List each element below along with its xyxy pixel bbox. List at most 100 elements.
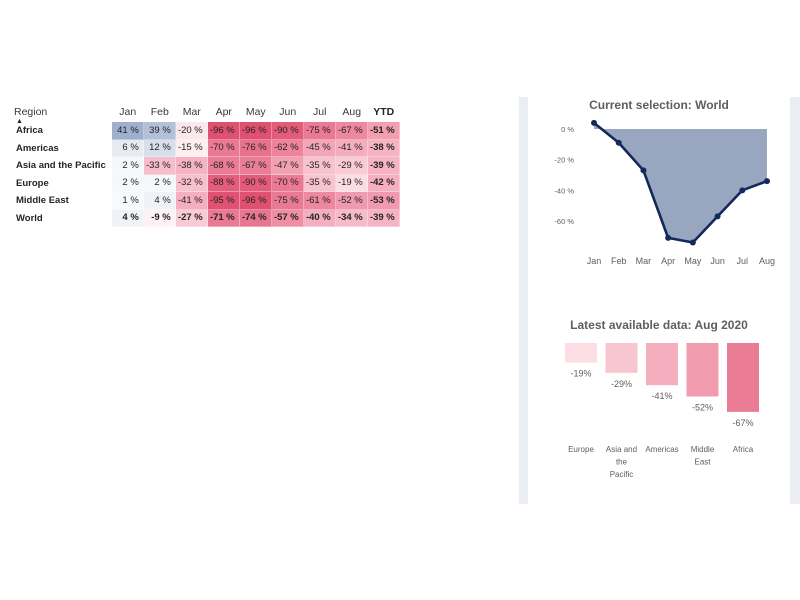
x-tick-label: Aug: [759, 256, 775, 266]
value-cell: -62 %: [271, 139, 304, 157]
bar-chart-title: Latest available data: Aug 2020: [570, 318, 748, 332]
ytd-cell: -53 %: [367, 192, 400, 210]
month-column-header[interactable]: Apr: [215, 106, 232, 118]
value-cell: -70 %: [207, 139, 240, 157]
data-point: [689, 239, 696, 246]
bar: [727, 343, 759, 412]
value-cell: -15 %: [175, 139, 208, 157]
value-cell: 4 %: [111, 209, 144, 227]
value-cell: 4 %: [143, 192, 176, 210]
table-row[interactable]: Americas 6 % 12 % -15 % -70 % -76 % -62 % -45 %…: [14, 139, 400, 157]
month-column-header[interactable]: Jul: [313, 106, 327, 118]
value-cell: -67 %: [335, 122, 368, 140]
value-cell: -95 %: [207, 192, 240, 210]
bar-chart: -19% Europe -29% Asia and the Pacific -41% Amer…: [565, 343, 759, 479]
value-cell: -35 %: [303, 157, 336, 175]
value-cell: -19 %: [335, 174, 368, 192]
value-cell: -38 %: [175, 157, 208, 175]
ytd-cell: -42 %: [367, 174, 400, 192]
value-cell: -29 %: [335, 157, 368, 175]
value-cell: 1 %: [111, 192, 144, 210]
bar: [646, 343, 678, 386]
value-cell: 39 %: [143, 122, 176, 140]
value-cell: 2 %: [143, 174, 176, 192]
value-cell: 41 %: [111, 122, 144, 140]
value-cell: 12 %: [143, 139, 176, 157]
ytd-column-header[interactable]: YTD: [373, 106, 395, 118]
line-chart-title: Current selection: World: [589, 98, 729, 112]
month-column-header[interactable]: Aug: [342, 106, 362, 118]
region-name: Americas: [16, 142, 59, 154]
x-category-label: the: [616, 458, 628, 467]
x-tick-label: Feb: [611, 256, 627, 266]
value-cell: -90 %: [239, 174, 272, 192]
data-point: [764, 178, 770, 185]
region-name: Middle East: [16, 195, 69, 207]
table-row[interactable]: Asia and the Pacific 2 % -33 % -38 % -68 % -6…: [14, 157, 400, 175]
sort-ascending-icon: ▲: [16, 118, 23, 125]
data-label: -29%: [611, 379, 632, 389]
table-body: Africa 41 % 39 % -20 % -96 % -96 % -90 % -75 % -…: [14, 122, 400, 227]
value-cell: -90 %: [271, 122, 304, 140]
data-point: [714, 213, 721, 220]
region-header-label: Region: [14, 106, 48, 118]
value-cell: -67 %: [239, 157, 272, 175]
ytd-cell: -39 %: [367, 209, 400, 227]
data-point: [591, 119, 597, 126]
region-name: World: [16, 212, 43, 224]
table-row[interactable]: Africa 41 % 39 % -20 % -96 % -96 % -90 % -75 % -…: [14, 122, 400, 140]
region-column-header[interactable]: Region ▲: [14, 102, 112, 125]
month-column-header[interactable]: Jan: [119, 106, 137, 118]
region-name: Asia and the Pacific: [16, 160, 106, 172]
region-name: Europe: [16, 177, 49, 189]
month-column-header[interactable]: Jun: [279, 106, 297, 118]
value-cell: -68 %: [207, 157, 240, 175]
value-cell: -61 %: [303, 192, 336, 210]
value-cell: -47 %: [271, 157, 304, 175]
data-label: -19%: [570, 369, 591, 379]
y-tick-label: -20 %: [554, 156, 574, 165]
data-point: [665, 234, 672, 241]
x-category-label: Americas: [645, 445, 678, 454]
area-fill: [594, 122, 767, 243]
table-row[interactable]: World 4 % -9 % -27 % -71 % -74 % -57 % -40 % -34…: [14, 209, 400, 227]
table-header-row: Region ▲ Jan Feb Mar Apr May Jun Jul Aug YTD: [14, 102, 400, 125]
ytd-cell: -39 %: [367, 157, 400, 175]
x-category-label: Asia and: [606, 445, 637, 454]
value-cell: -75 %: [303, 122, 336, 140]
value-cell: -33 %: [143, 157, 176, 175]
value-cell: -71 %: [207, 209, 240, 227]
data-label: -41%: [651, 391, 672, 401]
value-cell: -88 %: [207, 174, 240, 192]
y-tick-label: -60 %: [554, 217, 574, 226]
value-cell: -45 %: [303, 139, 336, 157]
line-chart: 0 % -20 % -40 % -60 % Jan Feb Mar Apr May Jun Jul A…: [554, 119, 775, 266]
data-label: -52%: [692, 402, 713, 412]
value-cell: -96 %: [239, 122, 272, 140]
x-category-label: Europe: [568, 445, 594, 454]
value-cell: 2 %: [111, 157, 144, 175]
x-tick-label: Mar: [636, 256, 652, 266]
value-cell: -52 %: [335, 192, 368, 210]
month-column-header[interactable]: Feb: [150, 106, 169, 118]
value-cell: -40 %: [303, 209, 336, 227]
x-tick-label: May: [684, 256, 702, 266]
series-line: [593, 121, 768, 244]
value-cell: -96 %: [239, 192, 272, 210]
data-point: [615, 139, 622, 146]
month-column-header[interactable]: May: [245, 106, 266, 118]
region-name: Africa: [16, 125, 43, 137]
month-column-header[interactable]: Mar: [182, 106, 201, 118]
table-row[interactable]: Europe 2 % 2 % -32 % -88 % -90 % -70 % -35 % -19…: [14, 174, 400, 192]
table-row[interactable]: Middle East 1 % 4 % -41 % -95 % -96 % -75 % -61…: [14, 192, 400, 210]
x-category-label: Pacific: [610, 470, 634, 479]
x-category-label: Africa: [733, 445, 754, 454]
value-cell: -76 %: [239, 139, 272, 157]
bar: [686, 343, 719, 397]
x-tick-label: Jun: [710, 256, 725, 266]
value-cell: -75 %: [271, 192, 304, 210]
x-tick-label: Apr: [661, 256, 675, 266]
value-cell: -35 %: [303, 174, 336, 192]
value-cell: -20 %: [175, 122, 208, 140]
value-cell: -32 %: [175, 174, 208, 192]
